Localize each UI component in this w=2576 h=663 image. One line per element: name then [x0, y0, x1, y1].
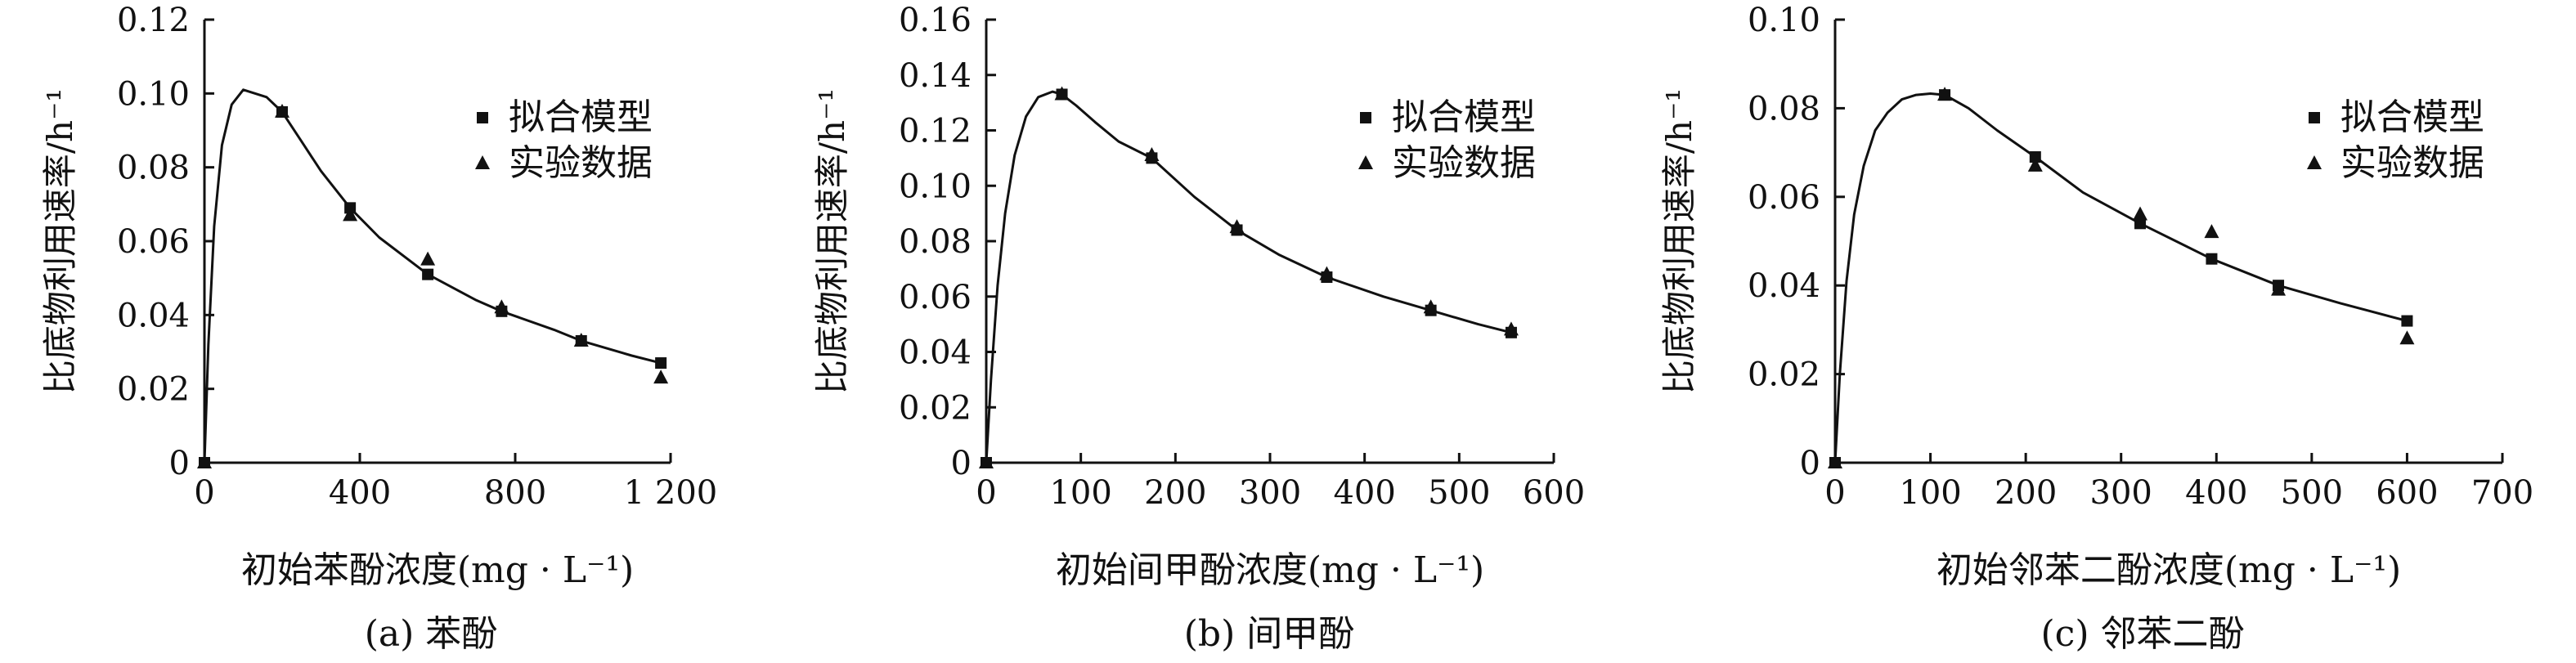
y-tick-label: 0.02 [117, 371, 190, 409]
panel-caption: (a) 苯酚 [365, 613, 498, 655]
x-tick-label: 400 [329, 474, 391, 512]
legend-label: 实验数据 [509, 142, 653, 184]
y-tick-label: 0.12 [899, 113, 972, 150]
fit-curve [203, 88, 662, 464]
fit-model-point [2206, 253, 2218, 265]
x-tick-label: 400 [1333, 474, 1395, 512]
y-tick-label: 0 [951, 445, 972, 482]
chart-panel-0: 0 0.02 0.04 0.06 0.08 0.10 0.12 0 400 800 1 200 拟合模… [40, 2, 717, 655]
panel-caption: (b) 间甲酚 [1184, 613, 1354, 655]
x-tick-label: 600 [2376, 474, 2438, 512]
y-tick-label: 0.06 [117, 223, 190, 261]
experimental-point [979, 455, 994, 468]
experimental-point [1229, 219, 1245, 234]
experimental-point [2133, 206, 2148, 221]
y-axis-label: 比底物利用速率/h⁻¹ [1659, 88, 1699, 394]
y-tick-label: 0.16 [899, 2, 972, 39]
x-axis-label: 初始邻苯二酚浓度(mg · L⁻¹) [1936, 549, 2401, 591]
experimental-point [197, 455, 212, 468]
y-tick-label: 0 [1800, 445, 1820, 482]
x-axis-label: 初始间甲酚浓度(mg · L⁻¹) [1056, 549, 1484, 591]
experimental-point [2399, 330, 2415, 345]
experimental-point [1423, 299, 1438, 314]
experimental-point [573, 332, 589, 347]
x-tick-label: 800 [484, 474, 546, 512]
experimental-point [1054, 86, 1070, 101]
y-tick-label: 0.14 [899, 57, 972, 95]
experimental-point [275, 103, 289, 118]
x-tick-label: 0 [976, 474, 996, 512]
legend-label: 拟合模型 [2340, 96, 2484, 138]
legend-triangle-marker [475, 155, 490, 169]
experimental-point [1144, 146, 1160, 161]
legend-label: 实验数据 [1392, 142, 1536, 184]
y-tick-label: 0.10 [1748, 2, 1820, 39]
experimental-point [653, 370, 669, 384]
experimental-point [420, 251, 436, 266]
y-axis-label: 比底物利用速率/h⁻¹ [40, 88, 80, 394]
x-tick-label: 700 [2471, 474, 2533, 512]
x-tick-label: 100 [1899, 474, 1961, 512]
x-tick-label: 100 [1049, 474, 1111, 512]
y-tick-label: 0.12 [117, 2, 190, 39]
legend-triangle-marker [1358, 155, 1373, 169]
experimental-point [1828, 455, 1842, 468]
y-tick-label: 0.02 [899, 389, 972, 427]
x-tick-label: 400 [2185, 474, 2247, 512]
panel-caption: (c) 邻苯二酚 [2041, 613, 2245, 655]
y-tick-label: 0.06 [899, 279, 972, 316]
legend-label: 拟合模型 [1392, 96, 1536, 138]
y-tick-label: 0.04 [1748, 267, 1820, 305]
experimental-point [343, 207, 358, 222]
legend-square-marker [477, 112, 488, 123]
legend-label: 拟合模型 [509, 96, 653, 138]
x-tick-label: 200 [1144, 474, 1206, 512]
y-tick-label: 0.08 [899, 223, 972, 261]
fit-model-point [2029, 151, 2041, 164]
fit-curve [1833, 92, 2408, 464]
fit-model-point [2134, 217, 2147, 230]
y-tick-label: 0.08 [1748, 90, 1820, 128]
experimental-point [1319, 266, 1335, 280]
x-tick-label: 0 [194, 474, 214, 512]
x-axis-label: 初始苯酚浓度(mg · L⁻¹) [241, 549, 634, 591]
y-tick-label: 0.10 [899, 168, 972, 205]
experimental-point [1503, 321, 1519, 336]
chart-panel-1: 0 0.02 0.04 0.06 0.08 0.10 0.12 0.14 0.16 0 100 200… [812, 2, 1585, 655]
y-tick-label: 0.06 [1748, 179, 1820, 217]
fit-model-point [655, 357, 667, 370]
x-tick-label: 300 [2090, 474, 2152, 512]
fit-model-point [2401, 315, 2413, 327]
legend-square-marker [2309, 112, 2320, 123]
experimental-point [2271, 281, 2287, 296]
experimental-point [2027, 157, 2043, 172]
y-tick-label: 0.04 [899, 334, 972, 372]
y-axis-label: 比底物利用速率/h⁻¹ [812, 88, 852, 394]
legend-triangle-marker [2307, 155, 2322, 169]
x-tick-label: 1 200 [624, 474, 718, 512]
x-tick-label: 0 [1824, 474, 1845, 512]
x-tick-label: 500 [1428, 474, 1490, 512]
y-tick-label: 0.10 [117, 75, 190, 113]
y-tick-label: 0.04 [117, 297, 190, 334]
legend-label: 实验数据 [2340, 142, 2484, 184]
x-tick-label: 300 [1239, 474, 1301, 512]
experimental-point [1937, 87, 1953, 101]
experimental-point [494, 299, 509, 314]
x-tick-label: 500 [2281, 474, 2343, 512]
fit-model-point [422, 268, 434, 280]
x-tick-label: 200 [1995, 474, 2057, 512]
x-tick-label: 600 [1523, 474, 1585, 512]
y-tick-label: 0 [169, 445, 190, 482]
legend-square-marker [1360, 112, 1371, 123]
chart-panel-2: 0 0.02 0.04 0.06 0.08 0.10 0 100 200 300 400 500 600… [1659, 2, 2533, 655]
fit-curve [985, 90, 1512, 464]
y-tick-label: 0.02 [1748, 356, 1820, 394]
y-tick-label: 0.08 [117, 150, 190, 187]
experimental-point [2204, 224, 2219, 239]
